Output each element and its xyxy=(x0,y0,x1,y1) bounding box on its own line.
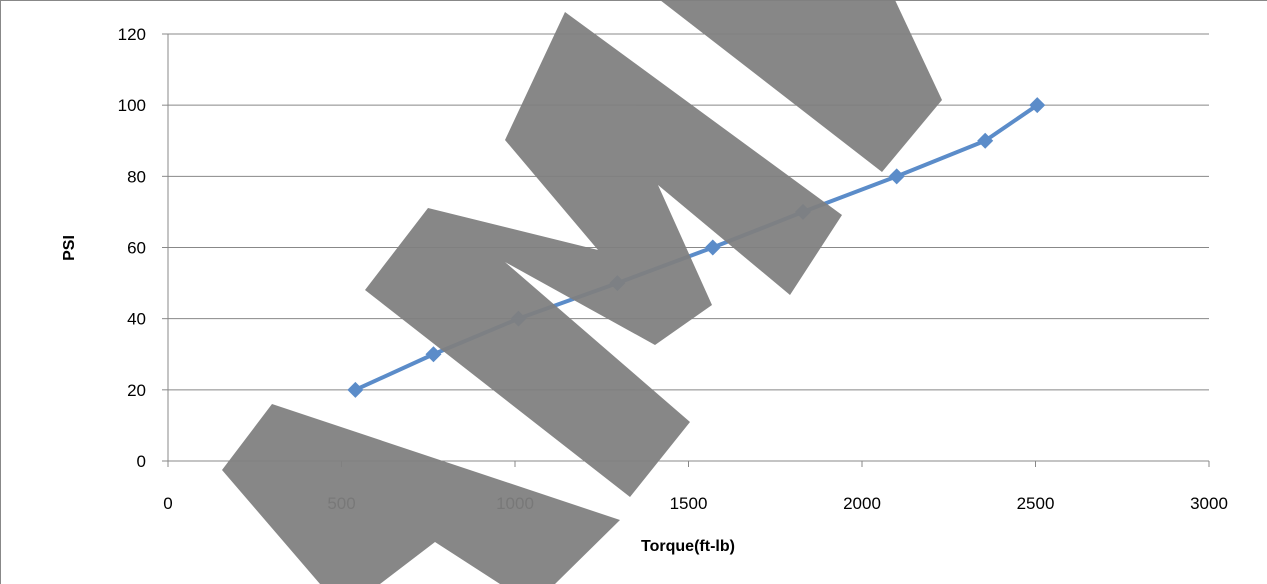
y-axis-title: PSI xyxy=(61,235,78,261)
gridlines xyxy=(168,34,1209,390)
y-tick-labels: 0 20 40 60 80 100 120 xyxy=(118,25,146,471)
x-tick-label: 3000 xyxy=(1190,494,1228,513)
data-point xyxy=(425,346,441,362)
y-tick-label: 20 xyxy=(127,381,146,400)
data-point xyxy=(705,240,721,256)
watermark-logo xyxy=(222,0,942,584)
y-tick-label: 120 xyxy=(118,25,146,44)
x-tick-label: 0 xyxy=(163,494,172,513)
data-point xyxy=(347,382,363,398)
data-point xyxy=(889,168,905,184)
x-axis-title: Torque(ft-lb) xyxy=(641,538,735,555)
x-tick-label: 2500 xyxy=(1017,494,1055,513)
x-tick-label: 1500 xyxy=(670,494,708,513)
y-tick-label: 40 xyxy=(127,310,146,329)
y-tick-label: 0 xyxy=(137,452,146,471)
x-tick-label: 2000 xyxy=(843,494,881,513)
y-tick-label: 60 xyxy=(127,239,146,258)
y-tick-label: 80 xyxy=(127,167,146,186)
y-tick-label: 100 xyxy=(118,96,146,115)
